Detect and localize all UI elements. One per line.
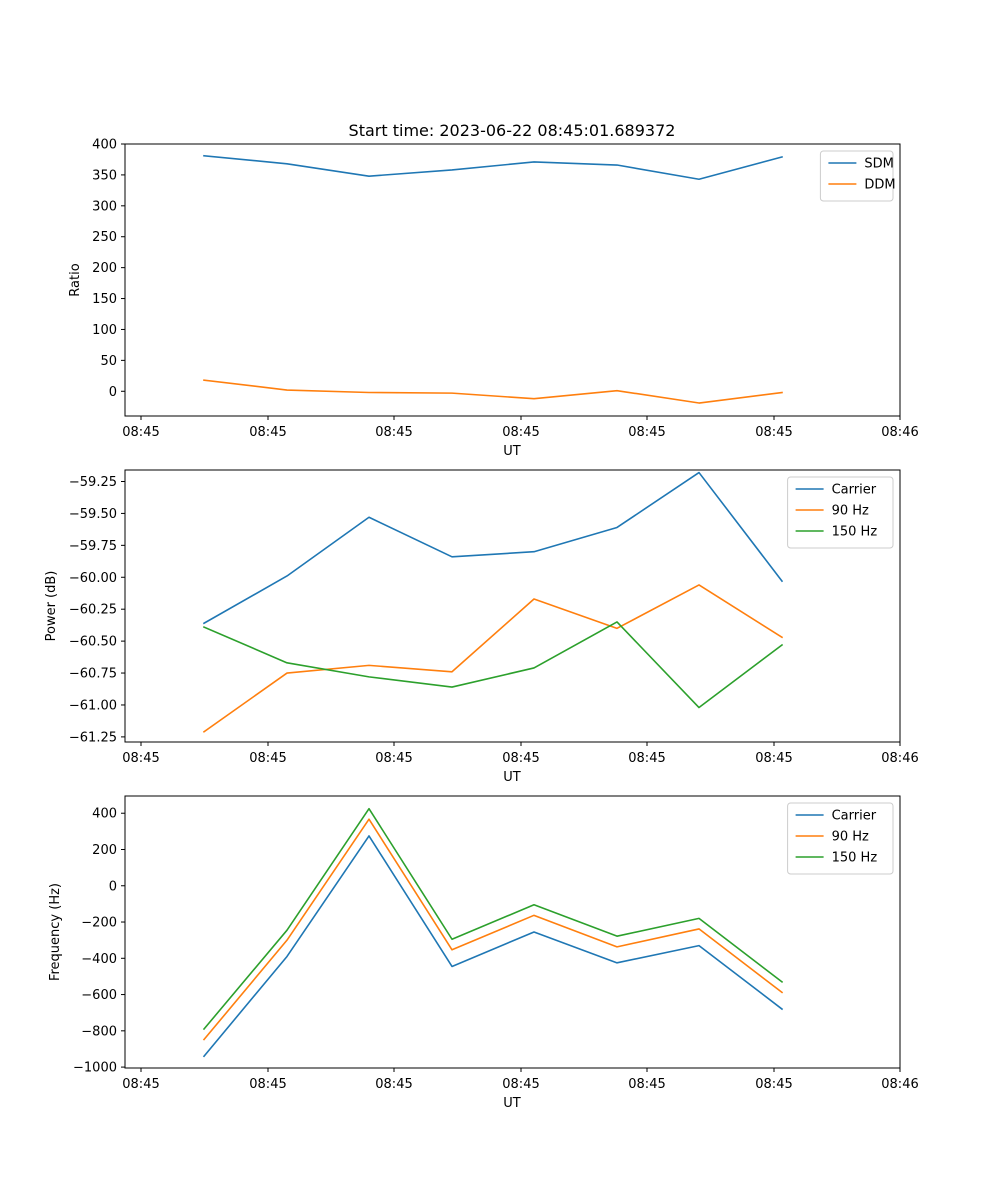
y-tick-label: 50 <box>100 354 117 369</box>
y-tick-label: −400 <box>81 952 117 967</box>
legend: Carrier 90 Hz 150 Hz <box>787 802 894 875</box>
y-axis-label: Power (dB) <box>44 571 59 642</box>
x-tick-label: 08:45 <box>249 751 286 766</box>
y-tick-label: 150 <box>92 292 117 307</box>
y-tick-label: −800 <box>81 1024 117 1039</box>
legend-label: 90 Hz <box>832 830 869 845</box>
legend-label: 150 Hz <box>832 525 878 540</box>
plot-frame <box>124 469 901 743</box>
x-tick-label: 08:45 <box>755 425 792 440</box>
series-line-150-hz <box>202 621 784 709</box>
x-tick-label: 08:46 <box>881 425 918 440</box>
legend-label: Carrier <box>832 483 877 498</box>
panel-3: 08:45 08:45 08:45 08:45 08:45 08:45 08:46 −1000… <box>48 795 919 1111</box>
y-tick-label: 250 <box>92 230 117 245</box>
x-tick-label: 08:45 <box>502 751 539 766</box>
x-tick-label: 08:45 <box>122 1077 159 1092</box>
y-tick-label: −59.75 <box>69 539 117 554</box>
panel-1: 08:45 08:45 08:45 08:45 08:45 08:45 08:46 0 50 10… <box>68 138 919 460</box>
y-tick-label: 300 <box>92 199 117 214</box>
y-tick-label: 0 <box>109 385 117 400</box>
legend-label: 90 Hz <box>832 504 869 519</box>
y-tick-label: 400 <box>92 138 117 153</box>
y-tick-label: 100 <box>92 323 117 338</box>
y-tick-label: −59.25 <box>69 475 117 490</box>
legend: Carrier 90 Hz 150 Hz <box>787 476 894 549</box>
y-tick-label: 0 <box>109 879 117 894</box>
x-tick-label: 08:45 <box>502 425 539 440</box>
plot-frame <box>124 143 901 417</box>
x-tick-label: 08:45 <box>755 1077 792 1092</box>
y-tick-label: −59.50 <box>69 507 117 522</box>
x-axis-label: UT <box>503 770 521 785</box>
y-tick-label: −61.25 <box>69 730 117 745</box>
panels: 08:45 08:45 08:45 08:45 08:45 08:45 08:46 0 50 10… <box>44 138 919 1112</box>
y-tick-label: −600 <box>81 988 117 1003</box>
y-tick-label: −1000 <box>73 1061 117 1076</box>
x-tick-label: 08:45 <box>375 751 412 766</box>
y-tick-label: −60.00 <box>69 571 117 586</box>
panel-2: 08:45 08:45 08:45 08:45 08:45 08:45 08:46 −61.2… <box>44 469 919 785</box>
y-tick-label: 350 <box>92 168 117 183</box>
y-tick-label: −60.75 <box>69 667 117 682</box>
x-tick-label: 08:45 <box>502 1077 539 1092</box>
x-tick-label: 08:45 <box>249 1077 286 1092</box>
y-axis-label: Frequency (Hz) <box>48 883 63 981</box>
y-tick-label: −61.00 <box>69 698 117 713</box>
x-axis-label: UT <box>503 1096 521 1111</box>
x-tick-label: 08:45 <box>755 751 792 766</box>
x-tick-label: 08:45 <box>249 425 286 440</box>
y-tick-label: 200 <box>92 261 117 276</box>
y-tick-label: −60.50 <box>69 635 117 650</box>
y-tick-label: −200 <box>81 916 117 931</box>
y-axis-label: Ratio <box>68 263 83 296</box>
x-axis-label: UT <box>503 444 521 459</box>
x-tick-label: 08:45 <box>628 1077 665 1092</box>
series-line-ddm <box>203 379 783 404</box>
series-line-carrier <box>202 471 784 625</box>
x-tick-label: 08:45 <box>122 751 159 766</box>
x-tick-label: 08:46 <box>881 1077 918 1092</box>
y-tick-label: 400 <box>92 807 117 822</box>
plot-frame <box>124 795 901 1069</box>
legend: SDM DDM <box>819 150 896 202</box>
x-tick-label: 08:45 <box>375 425 412 440</box>
series-line-90-hz <box>202 584 784 733</box>
series-line-90-hz <box>202 818 784 1041</box>
y-tick-label: −60.25 <box>69 603 117 618</box>
x-tick-label: 08:45 <box>122 425 159 440</box>
x-tick-label: 08:45 <box>628 425 665 440</box>
series-line-150-hz <box>202 807 784 1031</box>
legend-label: SDM <box>864 157 893 172</box>
x-tick-label: 08:45 <box>375 1077 412 1092</box>
y-tick-label: 200 <box>92 843 117 858</box>
x-tick-label: 08:45 <box>628 751 665 766</box>
chart-title: Start time: 2023-06-22 08:45:01.689372 <box>349 121 676 140</box>
legend-label: 150 Hz <box>832 851 878 866</box>
legend-label: Carrier <box>832 809 877 824</box>
x-tick-label: 08:46 <box>881 751 918 766</box>
series-line-carrier <box>202 835 784 1058</box>
legend-label: DDM <box>864 178 895 193</box>
series-line-sdm <box>203 154 783 181</box>
